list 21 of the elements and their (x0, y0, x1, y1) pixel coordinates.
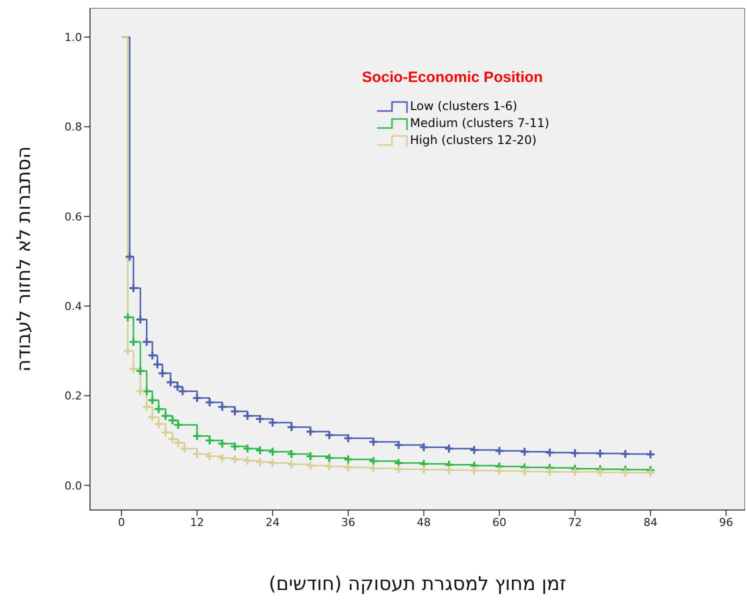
x-tick-label: 36 (341, 516, 356, 529)
x-tick-label: 0 (118, 516, 125, 529)
x-tick-label: 60 (492, 516, 506, 529)
x-tick-label: 84 (644, 516, 658, 529)
x-tick-label: 96 (719, 516, 734, 529)
y-tick-label: 0.6 (64, 210, 82, 224)
y-tick-label: 1.0 (64, 31, 82, 44)
y-tick-label: 0.0 (64, 479, 82, 492)
legend-label: Medium (clusters 7-11) (410, 115, 550, 132)
y-tick-label: 0.8 (64, 120, 82, 134)
x-axis-title: זמן מחוץ למסגרת תעסוקה (חודשים) (268, 573, 566, 595)
x-tick-label: 48 (416, 516, 431, 529)
y-tick-label: 0.4 (64, 300, 82, 313)
x-tick-label: 72 (568, 516, 582, 529)
x-tick-label: 24 (266, 516, 280, 529)
legend-label: Low (clusters 1-6) (410, 98, 518, 115)
x-tick-label: 12 (190, 516, 204, 529)
y-tick-label: 0.2 (64, 390, 82, 403)
legend-label: High (clusters 12-20) (410, 132, 537, 149)
y-axis-title: הסתברות לא לחזור לעבודה (13, 146, 35, 372)
legend-title: Socio-Economic Position (362, 69, 544, 86)
